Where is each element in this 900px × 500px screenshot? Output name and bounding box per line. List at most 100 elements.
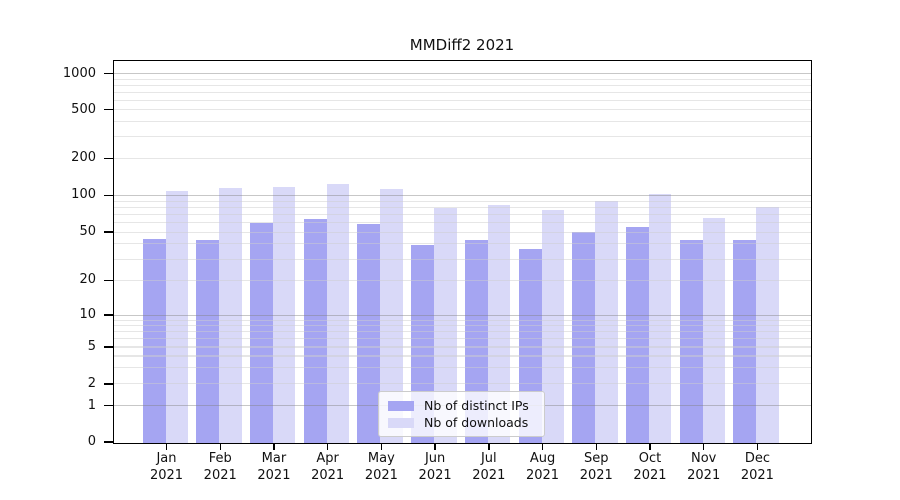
x-axis-tick [703, 443, 705, 450]
x-axis-tick [380, 443, 383, 450]
y-axis-tick [104, 157, 113, 159]
x-axis-tick-label: Oct 2021 [633, 451, 667, 483]
legend-label-downloads: Nb of downloads [424, 415, 529, 430]
minor-gridline [113, 231, 811, 233]
minor-gridline [113, 200, 811, 202]
bar-distinct-ips-feb [196, 239, 220, 443]
x-axis-tick-label: May 2021 [364, 451, 398, 483]
legend-item-downloads: Nb of downloads [388, 415, 535, 430]
y-axis-tick [104, 279, 113, 282]
bar-distinct-ips-oct [625, 227, 649, 443]
minor-gridline [113, 84, 811, 86]
minor-gridline [113, 331, 811, 333]
bar-downloads-jan [165, 191, 188, 443]
x-axis-tick [649, 443, 651, 450]
bar-distinct-ips-mar [249, 223, 273, 443]
x-axis-tick [165, 443, 168, 450]
x-axis-tick [434, 443, 436, 450]
bar-distinct-ips-sep [572, 231, 596, 443]
x-axis-tick [756, 443, 759, 450]
major-gridline [113, 194, 811, 197]
minor-gridline [113, 355, 811, 357]
legend-item-distinct-ips: Nb of distinct IPs [388, 398, 535, 413]
x-axis-tick-label: Dec 2021 [740, 451, 774, 483]
bar-distinct-ips-nov [679, 239, 703, 443]
x-axis-tick-label: Jul 2021 [472, 451, 506, 483]
legend: Nb of distinct IPs Nb of downloads [378, 391, 545, 437]
bar-downloads-mar [272, 187, 296, 443]
x-axis-tick-label: Jan 2021 [149, 451, 184, 483]
minor-gridline [113, 338, 811, 340]
y-axis-tick-label: 10 [79, 307, 96, 323]
x-axis-tick-label: Jun 2021 [418, 451, 452, 483]
y-axis-tick [104, 73, 113, 75]
minor-gridline [113, 346, 811, 348]
x-axis-tick [488, 443, 490, 450]
minor-gridline [113, 367, 811, 369]
y-axis-tick [104, 108, 113, 111]
x-axis-tick [273, 443, 275, 450]
minor-gridline [113, 99, 811, 101]
y-axis-tick [104, 194, 113, 197]
x-axis-tick-label: Aug 2021 [525, 451, 560, 483]
bar-distinct-ips-jan [142, 238, 166, 443]
minor-gridline [113, 383, 811, 385]
minor-gridline [113, 279, 811, 281]
minor-gridline [113, 206, 811, 208]
major-gridline [113, 73, 811, 75]
legend-label-distinct-ips: Nb of distinct IPs [424, 398, 529, 413]
minor-gridline [113, 120, 811, 122]
major-gridline [113, 314, 811, 316]
y-axis-tick-label: 200 [71, 150, 96, 166]
minor-gridline [113, 221, 811, 224]
bar-distinct-ips-may [357, 224, 381, 443]
distinct-ips-swatch [388, 400, 414, 411]
y-axis-tick-label: 100 [71, 187, 96, 203]
y-axis-tick [104, 346, 113, 348]
y-axis-tick [104, 231, 113, 233]
y-axis-tick-label: 1 [87, 397, 96, 413]
minor-gridline [113, 136, 811, 138]
minor-gridline [113, 324, 811, 326]
x-axis-tick-label: Apr 2021 [311, 451, 345, 483]
y-axis-tick-label: 5 [87, 338, 96, 354]
y-axis-tick-label: 2 [87, 375, 96, 391]
x-axis-tick [326, 443, 329, 450]
minor-gridline [113, 157, 811, 159]
bar-downloads-may [380, 188, 403, 443]
x-axis-tick [219, 443, 221, 450]
x-axis-tick-label: Feb 2021 [203, 451, 237, 483]
bar-downloads-feb [219, 187, 242, 443]
downloads-swatch [388, 417, 414, 428]
minor-gridline [113, 243, 811, 245]
bar-downloads-aug [541, 210, 565, 443]
bar-downloads-sep [595, 200, 618, 443]
y-axis-tick [104, 441, 113, 443]
minor-gridline [113, 213, 811, 215]
minor-gridline [113, 109, 811, 111]
minor-gridline [113, 78, 811, 80]
x-axis-tick [541, 443, 544, 450]
plot-area [112, 60, 812, 444]
minor-gridline [113, 258, 811, 260]
minor-gridline [113, 91, 811, 93]
x-axis-tick-label: Mar 2021 [257, 451, 291, 483]
y-axis-tick-label: 1000 [62, 65, 96, 81]
bar-distinct-ips-dec [733, 239, 757, 443]
y-axis-tick-label: 20 [79, 272, 96, 288]
chart-title: MMDiff2 2021 [409, 36, 515, 54]
x-axis-tick-label: Sep 2021 [579, 451, 613, 483]
y-axis-tick-label: 0 [87, 434, 96, 450]
x-axis-tick-label: Nov 2021 [687, 451, 721, 483]
bar-downloads-oct [648, 193, 672, 443]
y-axis-tick [104, 404, 113, 407]
y-axis-tick-label: 50 [79, 224, 96, 240]
y-axis-tick [104, 383, 113, 385]
x-axis-tick [595, 443, 597, 450]
bar-downloads-nov [702, 217, 726, 443]
bar-downloads-apr [326, 183, 350, 443]
minor-gridline [113, 319, 811, 321]
y-axis-tick [104, 314, 113, 316]
y-axis-tick-label: 500 [71, 101, 96, 117]
